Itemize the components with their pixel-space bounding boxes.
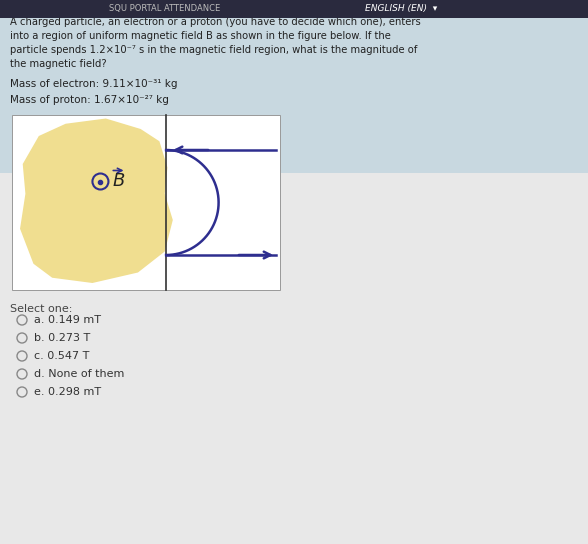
Text: the magnetic field?: the magnetic field? <box>10 59 106 69</box>
Text: e. 0.298 mT: e. 0.298 mT <box>34 387 101 397</box>
Text: b. 0.273 T: b. 0.273 T <box>34 333 90 343</box>
Text: Mass of electron: 9.11×10⁻³¹ kg: Mass of electron: 9.11×10⁻³¹ kg <box>10 79 178 89</box>
Text: particle spends 1.2×10⁻⁷ s in the magnetic field region, what is the magnitude o: particle spends 1.2×10⁻⁷ s in the magnet… <box>10 45 417 55</box>
Polygon shape <box>20 119 173 283</box>
Text: d. None of them: d. None of them <box>34 369 125 379</box>
Text: c. 0.547 T: c. 0.547 T <box>34 351 89 361</box>
Bar <box>12 115 280 290</box>
Text: Mass of proton: 1.67×10⁻²⁷ kg: Mass of proton: 1.67×10⁻²⁷ kg <box>10 95 169 105</box>
Bar <box>0 18 588 173</box>
Text: A charged particle, an electron or a proton (you have to decide which one), ente: A charged particle, an electron or a pro… <box>10 17 421 27</box>
Bar <box>0 0 588 18</box>
Bar <box>0 173 588 544</box>
Text: into a region of uniform magnetic field B as shown in the figure below. If the: into a region of uniform magnetic field … <box>10 31 391 41</box>
Text: $\mathit{B}$: $\mathit{B}$ <box>112 171 125 189</box>
Text: ENGLISH (EN)  ▾: ENGLISH (EN) ▾ <box>365 4 437 14</box>
Text: SQU PORTAL ATTENDANCE: SQU PORTAL ATTENDANCE <box>109 4 220 14</box>
Text: Select one:: Select one: <box>10 304 72 314</box>
Text: a. 0.149 mT: a. 0.149 mT <box>34 315 101 325</box>
